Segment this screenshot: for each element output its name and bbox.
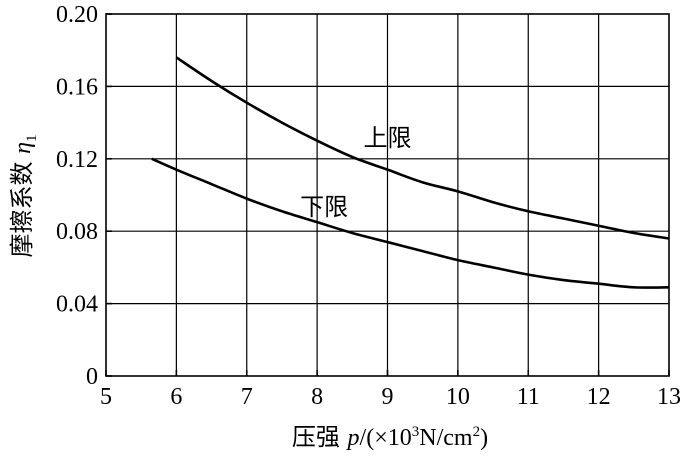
- x-tick-label: 6: [170, 384, 182, 410]
- y-tick-label: 0.16: [56, 74, 98, 100]
- x-tick-label: 8: [311, 384, 323, 410]
- x-tick-label: 10: [446, 384, 470, 410]
- y-tick-label: 0.12: [56, 147, 98, 173]
- curve-label-upper-limit: 上限: [364, 124, 412, 152]
- y-tick-label: 0: [86, 364, 98, 390]
- x-tick-label: 11: [517, 384, 540, 410]
- y-tick-label: 0.20: [56, 2, 98, 28]
- series-group: [151, 56, 670, 289]
- y-tick-label: 0.08: [56, 219, 98, 245]
- x-tick-label: 5: [100, 384, 112, 410]
- x-tick-label: 7: [241, 384, 253, 410]
- grid: [106, 14, 669, 376]
- x-axis-title: 压强 p/(×103N/cm2): [292, 423, 488, 451]
- series-line-lower-limit: [151, 157, 670, 289]
- axis-ticks: 5 6 7 8 9 10 11 12 13 0 0.04 0.08 0.12 0.16 0.20: [56, 2, 681, 410]
- series-line-upper-limit: [175, 56, 670, 240]
- y-axis-title: 摩擦系数 η1: [8, 134, 40, 257]
- y-tick-label: 0.04: [56, 292, 98, 318]
- x-tick-label: 9: [382, 384, 394, 410]
- x-tick-label: 12: [587, 384, 611, 410]
- x-tick-label: 13: [657, 384, 681, 410]
- curve-label-lower-limit: 下限: [300, 193, 348, 221]
